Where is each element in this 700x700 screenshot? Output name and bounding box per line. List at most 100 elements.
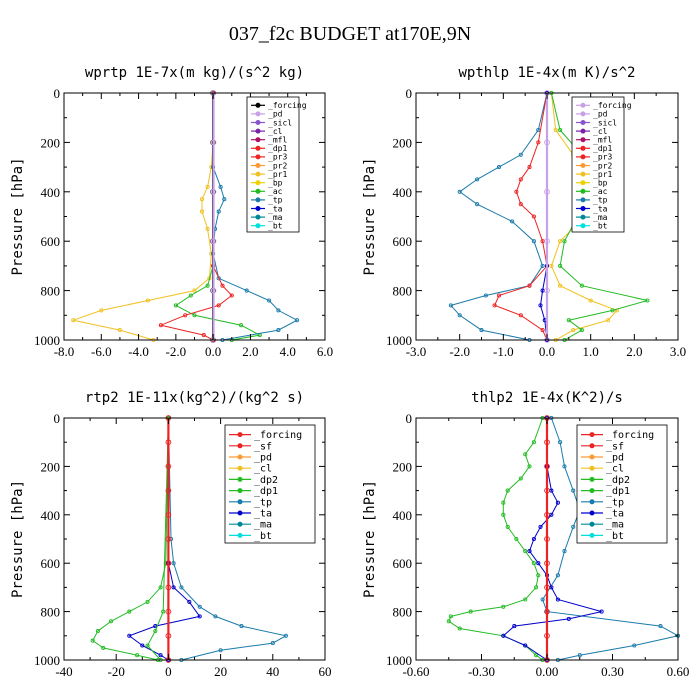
legend-entry: _bp <box>268 179 283 188</box>
x-tick-label: 0.0 <box>205 344 221 359</box>
legend-entry: _tp <box>593 196 608 205</box>
legend-entry: _bt <box>593 222 608 231</box>
data-point <box>192 288 197 293</box>
legend-entry: _pr3 <box>593 153 612 162</box>
data-point <box>95 628 100 634</box>
data-point <box>216 209 221 214</box>
legend: _forcing_sf_pd_cl_dp2_dp1_tp_ta_ma_bt <box>576 424 668 544</box>
data-point <box>577 653 582 658</box>
legend-entry: _cl <box>606 464 624 475</box>
data-point <box>220 283 225 288</box>
data-point <box>165 584 172 591</box>
data-point <box>558 128 563 133</box>
legend-entry: _mfl <box>268 136 287 145</box>
data-point <box>244 288 249 293</box>
legend-marker <box>237 532 243 538</box>
legend-entry: _bt <box>268 222 283 231</box>
series-line-ta <box>502 418 602 661</box>
data-point <box>558 263 563 268</box>
data-point <box>514 536 519 542</box>
data-point <box>158 585 163 590</box>
x-tick-label: 60 <box>319 664 332 679</box>
y-tick-label: 600 <box>41 556 61 571</box>
data-point <box>510 219 515 224</box>
y-axis-label: Pressure [hPa] <box>362 480 378 598</box>
legend-marker <box>580 111 586 117</box>
data-point <box>283 633 288 638</box>
data-point <box>165 608 172 615</box>
legend-marker <box>255 180 261 186</box>
data-point <box>558 440 563 445</box>
data-point <box>531 239 536 244</box>
y-tick-label: 200 <box>393 459 413 474</box>
y-tick-label: 1000 <box>386 653 412 668</box>
data-point <box>599 609 604 614</box>
data-point <box>165 560 172 567</box>
data-point <box>210 188 217 195</box>
data-point <box>632 643 637 648</box>
legend-entry: _dp2 <box>606 475 630 486</box>
series-line-dp1 <box>159 93 233 341</box>
legend-entry: _pr2 <box>268 161 287 170</box>
legend-marker <box>580 180 586 186</box>
data-point <box>531 214 536 219</box>
data-point <box>538 303 543 308</box>
series-line-tp <box>542 417 680 661</box>
data-point <box>558 239 563 244</box>
legend-entry: _forcing <box>593 101 632 110</box>
data-point <box>505 488 510 493</box>
data-point <box>165 463 172 470</box>
series-line-tp <box>449 92 548 341</box>
x-tick-label: -0.60 <box>402 664 429 679</box>
data-point <box>553 128 558 133</box>
legend-marker <box>589 454 595 460</box>
data-point <box>544 238 550 245</box>
x-tick-label: 1.0 <box>583 344 599 359</box>
legend-marker <box>589 465 595 471</box>
data-point <box>187 599 192 604</box>
legend-entry: _pd <box>593 110 608 119</box>
x-tick-label: 4.0 <box>280 344 296 359</box>
data-point <box>145 643 150 648</box>
legend-marker <box>589 499 595 505</box>
legend-entry: _forcing <box>606 430 654 441</box>
x-tick-label: -2.0 <box>449 344 470 359</box>
data-point <box>457 189 462 194</box>
data-point <box>534 585 539 590</box>
data-point <box>161 609 166 614</box>
legend-marker <box>237 521 243 527</box>
x-tick-label: 20 <box>214 664 227 679</box>
x-tick-label: -8.0 <box>54 344 75 359</box>
series-line-dp1 <box>493 92 548 341</box>
legend-entry: _sicl <box>268 118 292 127</box>
series-line-dp2 <box>146 417 169 661</box>
legend-marker <box>589 443 595 449</box>
legend-marker <box>255 145 261 151</box>
data-point <box>501 633 506 638</box>
data-point <box>218 184 223 189</box>
data-point <box>544 560 550 567</box>
legend-entry: _bt <box>254 531 272 542</box>
data-point <box>90 638 95 643</box>
legend-entry: _forcing <box>254 430 302 441</box>
series-line-dp1 <box>448 417 544 661</box>
data-point <box>531 440 536 445</box>
legend-marker <box>255 197 261 203</box>
data-point <box>201 333 206 338</box>
legend-entry: _ma <box>254 520 272 531</box>
data-point <box>188 293 193 298</box>
data-point <box>555 573 560 578</box>
data-point <box>523 597 528 602</box>
data-point <box>179 585 184 590</box>
y-tick-label: 800 <box>41 605 61 620</box>
data-point <box>540 597 545 602</box>
legend-marker <box>237 443 243 449</box>
legend-marker <box>580 206 586 211</box>
data-point <box>536 140 541 145</box>
legend-entry: _sicl <box>593 118 617 127</box>
legend-entry: _ac <box>593 187 608 196</box>
data-point <box>165 632 172 639</box>
y-tick-label: 1000 <box>34 653 60 668</box>
data-point <box>523 452 528 457</box>
legend-entry: _ma <box>606 520 624 531</box>
